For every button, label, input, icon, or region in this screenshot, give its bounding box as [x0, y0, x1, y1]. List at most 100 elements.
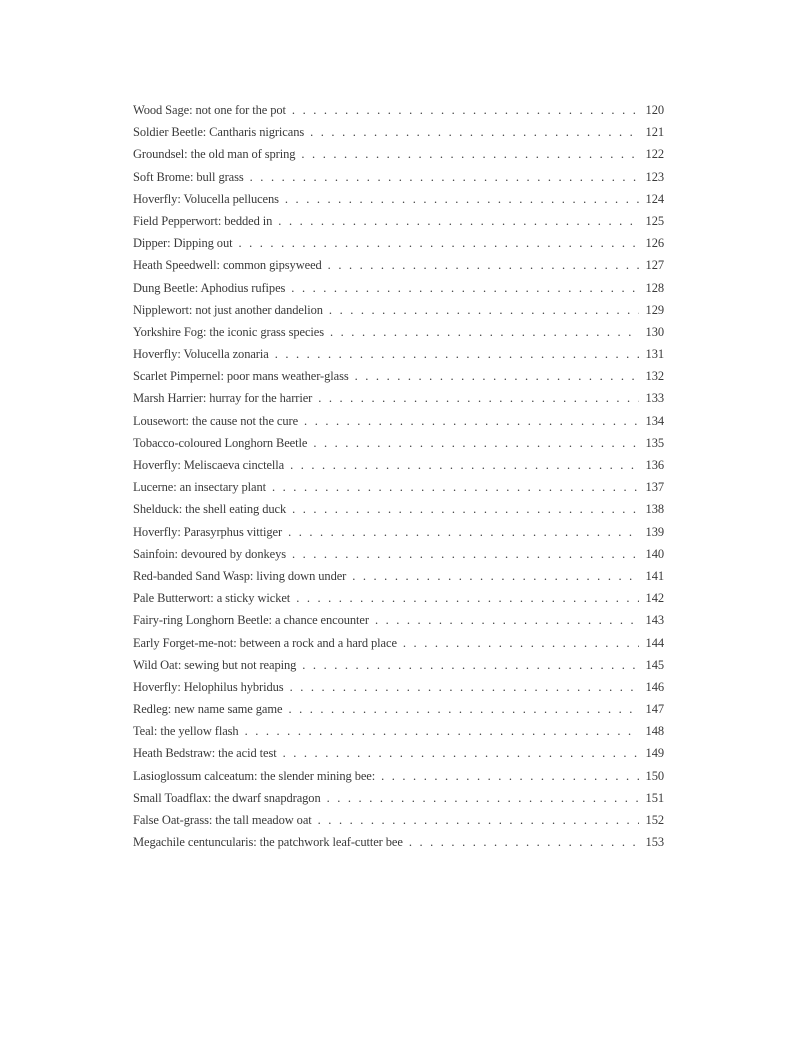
toc-entry[interactable]: Small Toadflax: the dwarf snapdragon 151 — [133, 787, 664, 809]
dot-leader — [301, 143, 638, 165]
toc-entry[interactable]: Wild Oat: sewing but not reaping 145 — [133, 654, 664, 676]
toc-entry-title: Megachile centuncularis: the patchwork l… — [133, 835, 403, 850]
toc-entry[interactable]: Soft Brome: bull grass 123 — [133, 166, 664, 188]
toc-entry-page-number: 126 — [645, 236, 665, 251]
toc-entry-title: Hoverfly: Volucella pellucens — [133, 191, 279, 206]
dot-leader — [310, 121, 638, 143]
toc-entry-page-number: 127 — [645, 258, 665, 273]
toc-entry-title: Lucerne: an insectary plant — [133, 480, 266, 495]
dot-leader — [292, 543, 639, 565]
dot-leader — [296, 587, 638, 609]
toc-entry[interactable]: Hoverfly: Parasyrphus vittiger 139 — [133, 521, 664, 543]
toc-entry-title: Small Toadflax: the dwarf snapdragon — [133, 790, 321, 805]
toc-entry[interactable]: Hoverfly: Helophilus hybridus 146 — [133, 676, 664, 698]
dot-leader — [327, 787, 639, 809]
toc-entry-title: Early Forget-me-not: between a rock and … — [133, 635, 397, 650]
toc-entry[interactable]: Scarlet Pimpernel: poor mans weather-gla… — [133, 365, 664, 387]
toc-entry[interactable]: Pale Butterwort: a sticky wicket 142 — [133, 587, 664, 609]
toc-entry[interactable]: Tobacco-coloured Longhorn Beetle 135 — [133, 432, 664, 454]
toc-entry-title: Lousewort: the cause not the cure — [133, 413, 299, 428]
toc-entry[interactable]: Red-banded Sand Wasp: living down under … — [133, 565, 664, 587]
dot-leader — [329, 299, 639, 321]
dot-leader — [375, 609, 639, 631]
dot-leader — [330, 321, 639, 343]
dot-leader — [381, 765, 638, 787]
toc-entry-page-number: 137 — [645, 480, 665, 495]
toc-entry[interactable]: Groundsel: the old man of spring 122 — [133, 143, 664, 165]
toc-entry-page-number: 152 — [645, 813, 665, 827]
dot-leader — [278, 210, 638, 232]
toc-entry[interactable]: Marsh Harrier: hurray for the harrier 13… — [133, 387, 664, 409]
toc-entry-title: Scarlet Pimpernel: poor mans weather-gla… — [133, 369, 349, 384]
toc-entry[interactable]: Yorkshire Fog: the iconic grass species … — [133, 321, 664, 343]
toc-entry-title: Dipper: Dipping out — [133, 236, 233, 251]
toc-entry-title: Redleg: new name same game — [133, 702, 283, 717]
dot-leader — [285, 188, 639, 210]
dot-leader — [302, 654, 638, 676]
toc-entry[interactable]: Megachile centuncularis: the patchwork l… — [133, 831, 664, 853]
toc-entry[interactable]: Hoverfly: Meliscaeva cinctella 136 — [133, 454, 664, 476]
toc-entry-page-number: 139 — [645, 524, 665, 539]
dot-leader — [291, 277, 638, 299]
toc-entry[interactable]: Hoverfly: Volucella pellucens 124 — [133, 188, 664, 210]
toc-entry-page-number: 140 — [645, 546, 665, 561]
toc-entry[interactable]: False Oat-grass: the tall meadow oat 152 — [133, 809, 664, 831]
toc-entry-page-number: 132 — [645, 369, 665, 384]
toc-entry-page-number: 134 — [645, 413, 665, 428]
toc-entry-page-number: 146 — [645, 679, 665, 694]
toc-entry[interactable]: Dung Beetle: Aphodius rufipes 128 — [133, 277, 664, 299]
dot-leader — [290, 454, 638, 476]
toc-entry-page-number: 129 — [645, 302, 665, 317]
dot-leader — [313, 432, 638, 454]
toc-entry[interactable]: Teal: the yellow flash 148 — [133, 720, 664, 742]
toc-entry[interactable]: Wood Sage: not one for the pot 120 — [133, 99, 664, 121]
toc-list: Wood Sage: not one for the pot 120 Soldi… — [133, 99, 664, 853]
toc-entry-page-number: 121 — [645, 125, 665, 140]
dot-leader — [328, 254, 639, 276]
toc-entry-title: Teal: the yellow flash — [133, 724, 239, 739]
toc-entry[interactable]: Hoverfly: Volucella zonaria 131 — [133, 343, 664, 365]
toc-entry[interactable]: Dipper: Dipping out 126 — [133, 232, 664, 254]
toc-entry[interactable]: Lasioglossum calceatum: the slender mini… — [133, 765, 664, 787]
dot-leader — [290, 676, 639, 698]
toc-entry-page-number: 131 — [645, 347, 665, 362]
toc-entry-title: Sainfoin: devoured by donkeys — [133, 546, 286, 561]
toc-entry[interactable]: Early Forget-me-not: between a rock and … — [133, 632, 664, 654]
dot-leader — [292, 498, 638, 520]
toc-entry-page-number: 144 — [645, 635, 665, 650]
toc-entry-title: Shelduck: the shell eating duck — [133, 502, 287, 517]
dot-leader — [409, 831, 639, 853]
toc-entry-page-number: 151 — [645, 790, 665, 805]
toc-entry-page-number: 149 — [645, 746, 665, 761]
toc-entry-title: Hoverfly: Volucella zonaria — [133, 347, 269, 362]
dot-leader — [250, 166, 639, 188]
toc-entry-title: Pale Butterwort: a sticky wicket — [133, 591, 291, 606]
toc-entry[interactable]: Fairy-ring Longhorn Beetle: a chance enc… — [133, 609, 664, 631]
toc-entry-page-number: 150 — [645, 768, 665, 783]
toc-entry[interactable]: Field Pepperwort: bedded in 125 — [133, 210, 664, 232]
toc-entry-title: Tobacco-coloured Longhorn Beetle — [133, 435, 308, 450]
toc-entry-title: Hoverfly: Parasyrphus vittiger — [133, 524, 283, 539]
toc-entry-page-number: 128 — [645, 280, 665, 295]
toc-entry-title: Groundsel: the old man of spring — [133, 147, 296, 162]
toc-entry[interactable]: Lousewort: the cause not the cure 134 — [133, 410, 664, 432]
dot-leader — [292, 99, 639, 121]
toc-entry-page-number: 143 — [645, 613, 665, 628]
toc-entry-title: Hoverfly: Meliscaeva cinctella — [133, 458, 285, 472]
toc-entry-title: Fairy-ring Longhorn Beetle: a chance enc… — [133, 613, 369, 628]
toc-entry[interactable]: Redleg: new name same game 147 — [133, 698, 664, 720]
toc-entry[interactable]: Heath Bedstraw: the acid test 149 — [133, 742, 664, 764]
toc-entry[interactable]: Soldier Beetle: Cantharis nigricans 121 — [133, 121, 664, 143]
toc-entry[interactable]: Nipplewort: not just another dandelion 1… — [133, 299, 664, 321]
toc-entry[interactable]: Lucerne: an insectary plant 137 — [133, 476, 664, 498]
toc-entry[interactable]: Heath Speedwell: common gipsyweed 127 — [133, 254, 664, 276]
toc-entry-page-number: 120 — [645, 103, 665, 117]
dot-leader — [238, 232, 638, 254]
dot-leader — [288, 521, 638, 543]
dot-leader — [275, 343, 639, 365]
toc-entry[interactable]: Sainfoin: devoured by donkeys 140 — [133, 543, 664, 565]
toc-entry[interactable]: Shelduck: the shell eating duck 138 — [133, 498, 664, 520]
toc-entry-title: Soft Brome: bull grass — [133, 169, 244, 184]
toc-entry-page-number: 133 — [645, 391, 665, 406]
